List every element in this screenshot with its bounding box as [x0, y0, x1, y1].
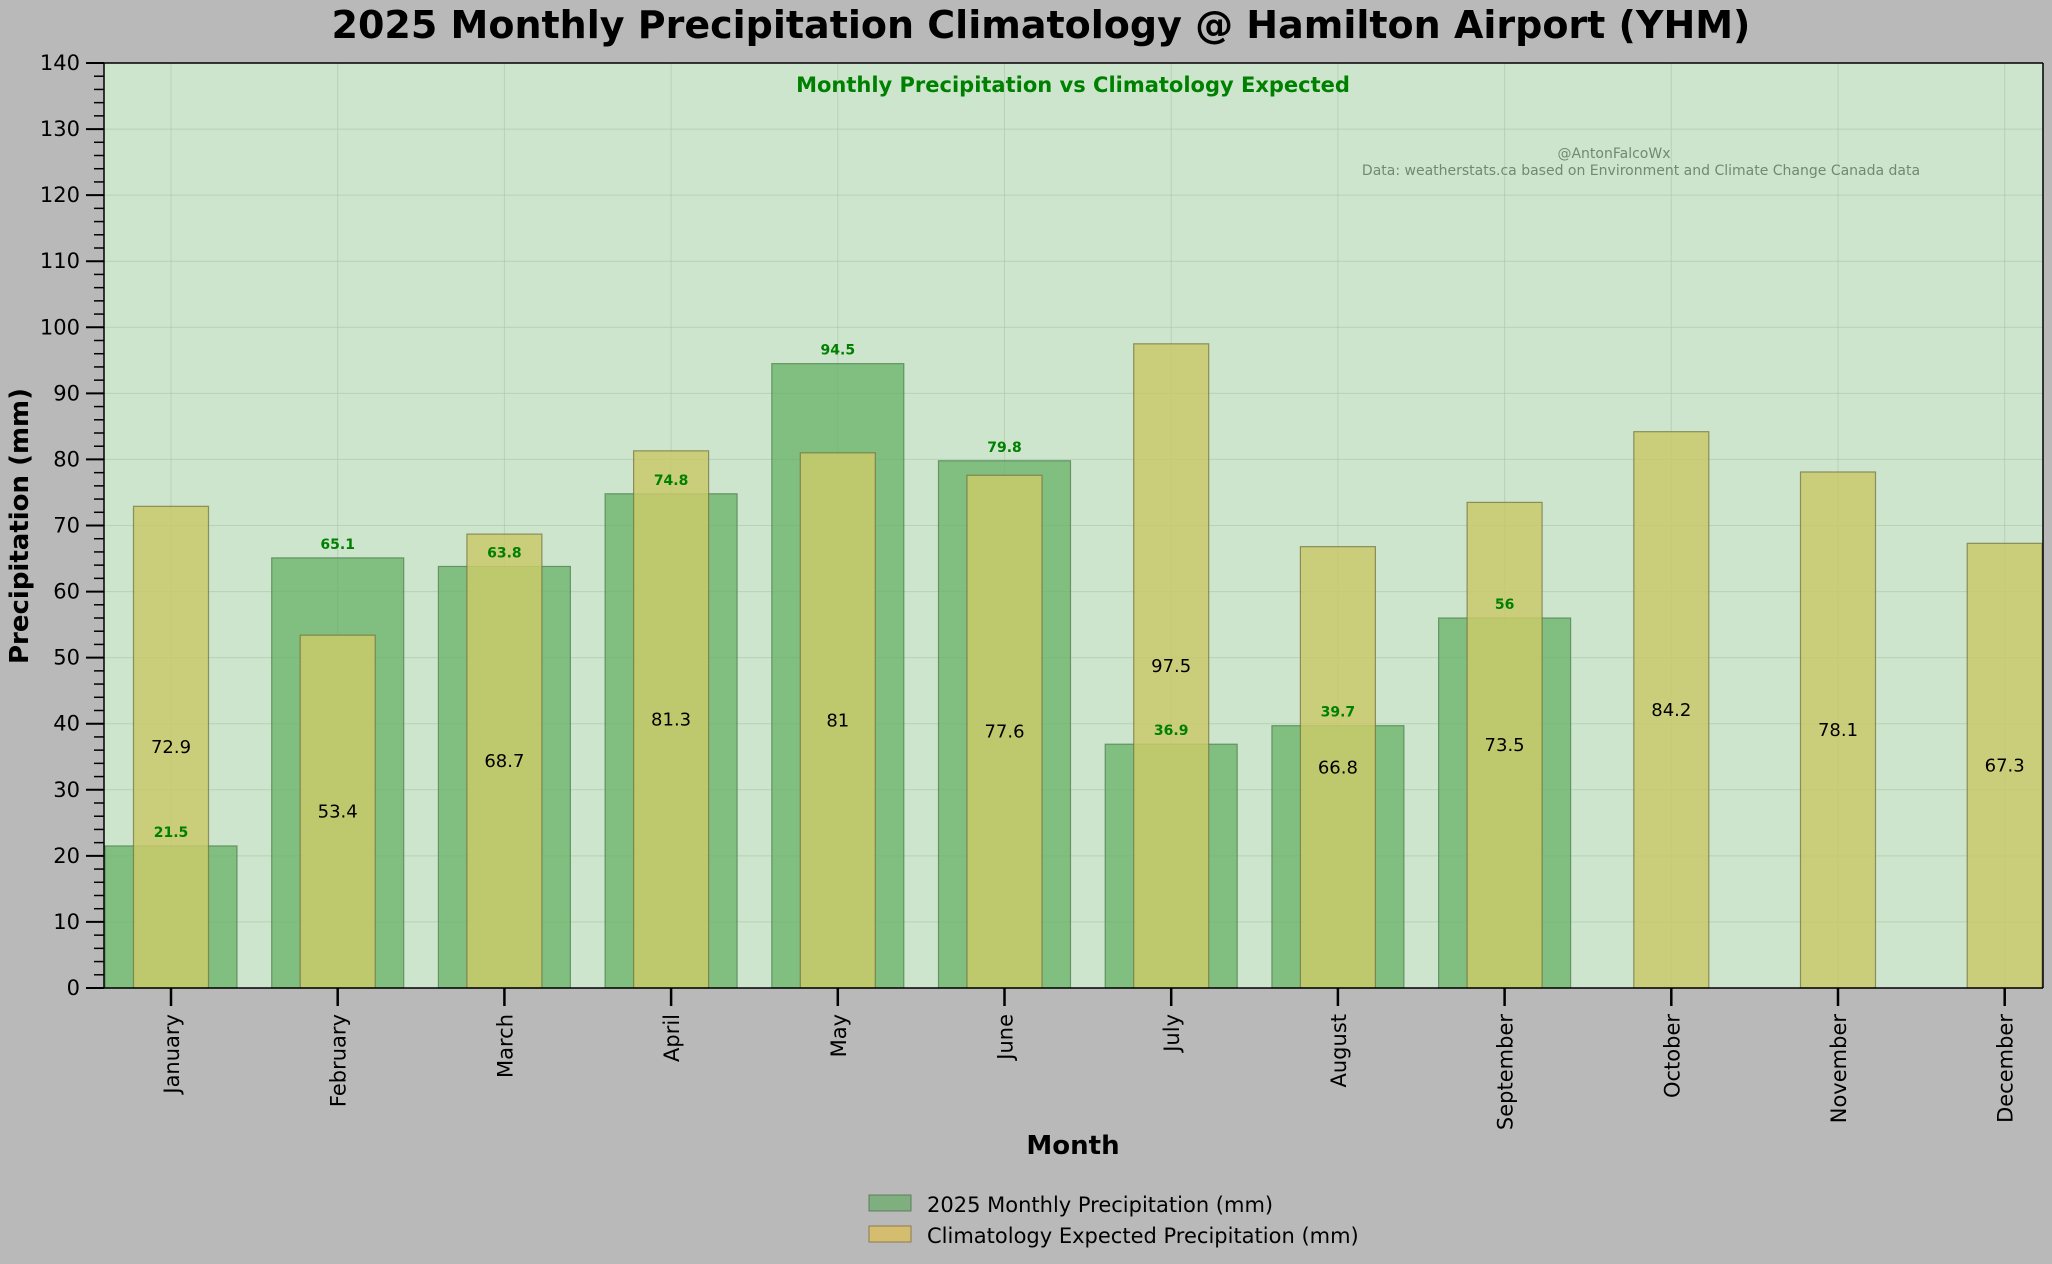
y-axis-ticks: 0 10 20 30 40 50 60 70 80 90 100 110 120 130 140 — [40, 51, 104, 1000]
legend-swatch-climatology — [868, 1225, 912, 1243]
y-tick-label: 10 — [53, 910, 80, 934]
x-tick-label-april: April — [660, 1014, 684, 1062]
x-tick-label-february: February — [327, 1014, 351, 1107]
value-label-climatology-february: 53.4 — [318, 802, 358, 823]
bar-climatology-november — [1799, 471, 1877, 989]
y-tick-label: 60 — [53, 580, 80, 604]
y-tick-label: 40 — [53, 712, 80, 736]
y-tick-label: 130 — [40, 117, 80, 141]
y-tick-label: 50 — [53, 646, 80, 670]
y-tick-label: 30 — [53, 778, 80, 802]
value-label-climatology-august: 66.8 — [1318, 757, 1358, 778]
value-label-actual-september: 56 — [1495, 597, 1514, 613]
bar-climatology-february — [299, 634, 376, 989]
x-tick-label-october: October — [1660, 1014, 1684, 1098]
y-tick-label: 90 — [53, 381, 80, 405]
value-label-actual-may: 94.5 — [821, 343, 856, 359]
y-tick-label: 120 — [40, 183, 80, 207]
x-tick-label-september: September — [1494, 1014, 1518, 1130]
bar-climatology-july — [1133, 343, 1210, 989]
x-tick-label-august: August — [1327, 1014, 1351, 1088]
value-label-climatology-july: 97.5 — [1151, 656, 1191, 677]
x-tick-label-july: July — [1160, 1014, 1184, 1054]
y-tick-label: 70 — [53, 514, 80, 538]
value-label-climatology-march: 68.7 — [484, 751, 524, 772]
bar-climatology-march — [466, 533, 543, 989]
climatology-bars — [132, 343, 2043, 989]
chart-title: 2025 Monthly Precipitation Climatology @… — [332, 3, 1751, 47]
x-tick-label-march: March — [493, 1014, 517, 1078]
actual-value-labels: 21.5 65.1 63.8 74.8 94.5 79.8 36.9 39.7 56 — [154, 343, 1515, 841]
bar-climatology-december — [1966, 542, 2043, 989]
value-label-climatology-january: 72.9 — [151, 737, 191, 758]
bar-climatology-september — [1466, 501, 1543, 989]
x-tick-label-may: May — [827, 1014, 851, 1057]
legend-label-actual: 2025 Monthly Precipitation (mm) — [927, 1193, 1273, 1217]
y-tick-label: 110 — [40, 249, 80, 273]
x-axis-label: Month — [1026, 1131, 1119, 1161]
y-tick-label: 100 — [40, 315, 80, 339]
bar-climatology-october — [1633, 431, 1710, 989]
value-label-actual-june: 79.8 — [987, 440, 1022, 456]
y-axis-label: Precipitation (mm) — [5, 388, 35, 664]
y-tick-label: 20 — [53, 844, 80, 868]
y-tick-label: 80 — [53, 447, 80, 471]
legend: 2025 Monthly Precipitation (mm) Climatol… — [868, 1193, 1359, 1248]
value-label-climatology-april: 81.3 — [651, 709, 691, 730]
climatology-value-labels: 72.9 53.4 68.7 81.3 81 77.6 97.5 66.8 73.5 84.2 78… — [151, 656, 2025, 823]
y-tick-label: 0 — [67, 976, 80, 1000]
legend-swatch-actual — [868, 1194, 912, 1212]
bar-climatology-january — [132, 505, 210, 989]
legend-label-climatology: Climatology Expected Precipitation (mm) — [927, 1224, 1359, 1248]
bar-climatology-august — [1299, 546, 1377, 989]
x-axis-ticks: January February March April May June July Augu… — [160, 988, 2018, 1130]
value-label-climatology-november: 78.1 — [1818, 720, 1858, 741]
x-tick-label-january: January — [160, 1014, 184, 1096]
value-label-climatology-september: 73.5 — [1485, 735, 1525, 756]
x-tick-label-june: June — [994, 1014, 1018, 1062]
value-label-actual-august: 39.7 — [1321, 705, 1356, 721]
value-label-actual-july: 36.9 — [1154, 723, 1189, 739]
value-label-climatology-may: 81 — [826, 710, 849, 731]
value-label-actual-february: 65.1 — [320, 537, 355, 553]
x-tick-label-november: November — [1827, 1014, 1851, 1124]
value-label-actual-april: 74.8 — [654, 473, 689, 489]
value-label-actual-january: 21.5 — [154, 825, 189, 841]
value-label-climatology-june: 77.6 — [984, 722, 1024, 743]
value-label-actual-march: 63.8 — [487, 545, 522, 561]
credit-handle: @AntonFalcoWx — [1557, 146, 1670, 162]
chart-subtitle: Monthly Precipitation vs Climatology Exp… — [796, 73, 1350, 97]
credit-source: Data: weatherstats.ca based on Environme… — [1362, 163, 1920, 179]
bar-climatology-april — [632, 450, 710, 989]
value-label-climatology-october: 84.2 — [1651, 700, 1691, 721]
value-label-climatology-december: 67.3 — [1985, 756, 2025, 777]
y-tick-label: 140 — [40, 51, 80, 75]
bar-climatology-may — [799, 452, 876, 989]
x-tick-label-december: December — [1994, 1014, 2018, 1123]
